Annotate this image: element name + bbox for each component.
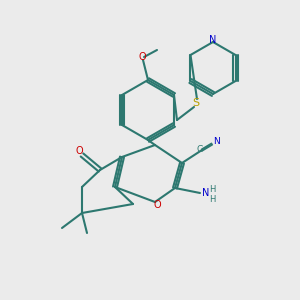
Text: O: O <box>138 52 146 62</box>
Text: N: N <box>213 137 219 146</box>
Text: N: N <box>202 188 210 198</box>
Text: S: S <box>192 98 200 108</box>
Text: C: C <box>197 145 203 154</box>
Text: H: H <box>209 184 215 194</box>
Text: N: N <box>209 35 217 45</box>
Text: O: O <box>153 200 161 210</box>
Text: H: H <box>209 194 215 203</box>
Text: O: O <box>75 146 83 156</box>
